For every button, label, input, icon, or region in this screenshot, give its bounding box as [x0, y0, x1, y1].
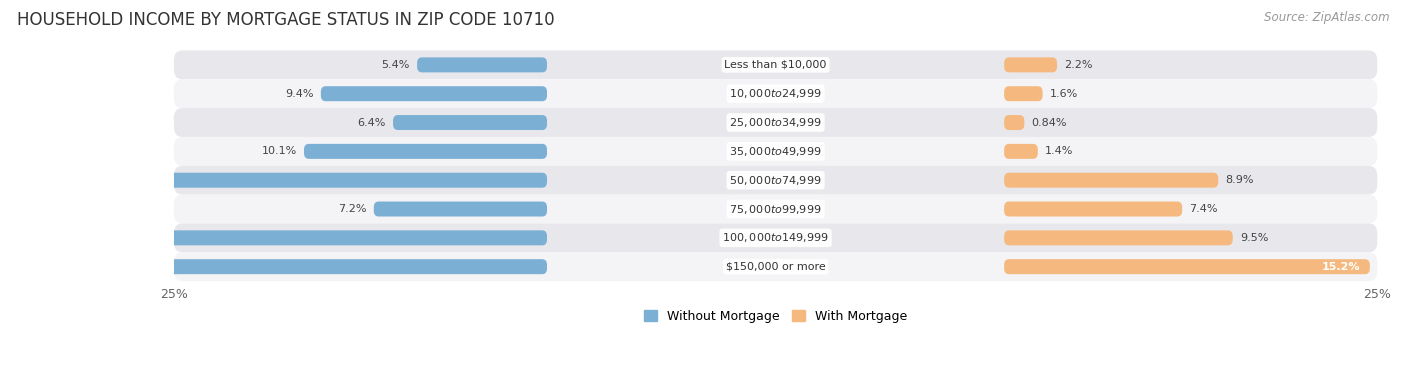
FancyBboxPatch shape: [321, 86, 547, 101]
Text: 10.1%: 10.1%: [262, 146, 297, 156]
Text: 15.2%: 15.2%: [1322, 262, 1360, 272]
Text: $150,000 or more: $150,000 or more: [725, 262, 825, 272]
FancyBboxPatch shape: [0, 259, 547, 274]
Text: HOUSEHOLD INCOME BY MORTGAGE STATUS IN ZIP CODE 10710: HOUSEHOLD INCOME BY MORTGAGE STATUS IN Z…: [17, 11, 554, 29]
Text: 23.2%: 23.2%: [0, 262, 37, 272]
FancyBboxPatch shape: [174, 195, 1378, 223]
FancyBboxPatch shape: [174, 137, 1378, 166]
Text: 9.4%: 9.4%: [285, 89, 314, 99]
FancyBboxPatch shape: [304, 144, 547, 159]
Text: $100,000 to $149,999: $100,000 to $149,999: [723, 231, 830, 244]
FancyBboxPatch shape: [394, 115, 547, 130]
Text: 7.2%: 7.2%: [337, 204, 367, 214]
Text: Source: ZipAtlas.com: Source: ZipAtlas.com: [1264, 11, 1389, 24]
Text: $35,000 to $49,999: $35,000 to $49,999: [730, 145, 823, 158]
FancyBboxPatch shape: [374, 201, 547, 217]
Text: 5.4%: 5.4%: [381, 60, 411, 70]
FancyBboxPatch shape: [1004, 259, 1369, 274]
Text: 18.6%: 18.6%: [110, 233, 148, 243]
FancyBboxPatch shape: [1004, 173, 1218, 188]
FancyBboxPatch shape: [1004, 230, 1233, 245]
FancyBboxPatch shape: [418, 57, 547, 72]
Text: 1.4%: 1.4%: [1045, 146, 1073, 156]
FancyBboxPatch shape: [174, 252, 1378, 281]
FancyBboxPatch shape: [174, 223, 1378, 252]
FancyBboxPatch shape: [174, 166, 1378, 195]
Text: 9.5%: 9.5%: [1240, 233, 1268, 243]
FancyBboxPatch shape: [69, 173, 547, 188]
FancyBboxPatch shape: [1004, 86, 1043, 101]
FancyBboxPatch shape: [174, 108, 1378, 137]
FancyBboxPatch shape: [1004, 57, 1057, 72]
FancyBboxPatch shape: [1004, 115, 1025, 130]
FancyBboxPatch shape: [100, 230, 547, 245]
Text: 1.6%: 1.6%: [1050, 89, 1078, 99]
FancyBboxPatch shape: [174, 79, 1378, 108]
Text: 8.9%: 8.9%: [1226, 175, 1254, 185]
Text: 6.4%: 6.4%: [357, 118, 385, 127]
FancyBboxPatch shape: [174, 50, 1378, 79]
Text: 19.9%: 19.9%: [77, 175, 117, 185]
Text: $25,000 to $34,999: $25,000 to $34,999: [730, 116, 823, 129]
Text: Less than $10,000: Less than $10,000: [724, 60, 827, 70]
Text: 2.2%: 2.2%: [1064, 60, 1092, 70]
FancyBboxPatch shape: [1004, 201, 1182, 217]
Text: 0.84%: 0.84%: [1032, 118, 1067, 127]
Text: $10,000 to $24,999: $10,000 to $24,999: [730, 87, 823, 100]
Text: $50,000 to $74,999: $50,000 to $74,999: [730, 174, 823, 187]
Legend: Without Mortgage, With Mortgage: Without Mortgage, With Mortgage: [640, 305, 911, 328]
Text: $75,000 to $99,999: $75,000 to $99,999: [730, 203, 823, 215]
Text: 7.4%: 7.4%: [1189, 204, 1218, 214]
FancyBboxPatch shape: [1004, 144, 1038, 159]
